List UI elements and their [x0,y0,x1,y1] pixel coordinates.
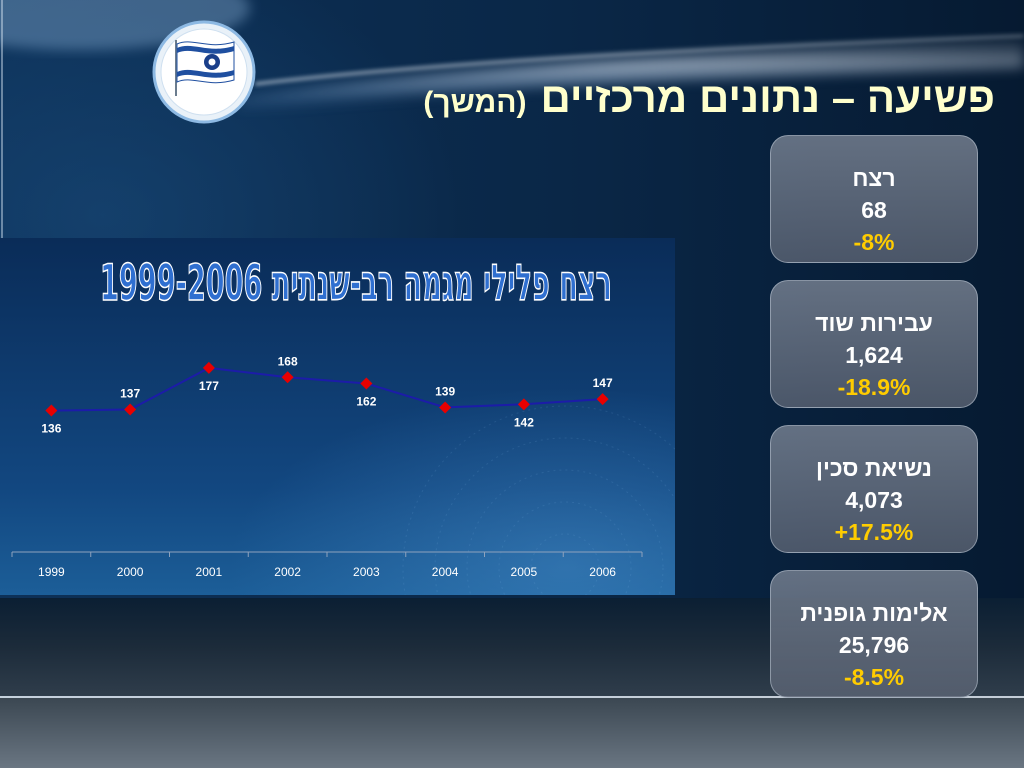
data-label-2003: 162 [356,395,376,409]
stat-box-murder: רצח 68 -8% [770,135,978,263]
x-tick-label-1999: 1999 [38,565,65,579]
bottom-strip [0,698,1024,768]
line-chart: רצח פלילי מגמה רב-שנתית 1999-2006 136 137… [0,238,675,595]
data-point-1999 [45,404,58,417]
stat-box-robbery: עבירות שוד 1,624 -18.9% [770,280,978,408]
stat-label: אלימות גופנית [800,600,948,626]
stat-label: עבירות שוד [815,310,933,336]
stat-change: -8% [853,229,895,255]
x-tick-label-2003: 2003 [353,565,380,579]
x-tick-label-2005: 2005 [511,565,538,579]
data-label-2000: 137 [120,387,140,401]
data-point-2005 [517,398,530,411]
data-label-2004: 139 [435,384,455,398]
data-point-2002 [281,371,294,384]
page-title: פשיעה – נתונים מרכזיים [540,74,995,121]
chart-background-pattern [402,405,675,595]
stat-change: -8.5% [843,664,905,690]
x-tick-label-2006: 2006 [589,565,616,579]
slide-title: פשיעה – נתונים מרכזיים (המשך) [423,70,995,126]
chart-title: רצח פלילי מגמה רב-שנתית 1999-2006 [100,254,612,312]
logo-flag-stripe-top [177,45,234,54]
stat-box-knife-carrying: נשיאת סכין 4,073 +17.5% [770,425,978,553]
x-tick-label-2001: 2001 [196,565,223,579]
stat-label: נשיאת סכין [816,455,932,481]
data-point-2001 [202,361,215,374]
data-label-2001: 177 [199,379,219,393]
data-point-2006 [596,393,609,406]
x-tick-label-2000: 2000 [117,565,144,579]
stat-change: +17.5% [834,519,914,545]
logo-flag-stripe-bottom [177,69,234,78]
data-label-2002: 168 [278,354,298,368]
chart-background-glow [0,238,675,595]
x-tick-label-2004: 2004 [432,565,459,579]
chart-marks: 136 137 177 168 162 139 142 147 1999 2000 2001 2002… [11,354,643,579]
stat-value: 4,073 [845,487,903,513]
data-label-2006: 147 [593,376,613,390]
data-point-2000 [124,403,137,416]
series-line [51,366,603,412]
top-swoosh [240,34,1024,112]
stat-change: -18.9% [837,374,911,400]
data-label-2005: 142 [514,415,534,429]
stat-label: רצח [852,165,896,191]
page-title-suffix: (המשך) [423,86,527,119]
x-tick-label-2002: 2002 [274,565,301,579]
data-label-1999: 136 [41,422,61,436]
stat-box-physical-violence: אלימות גופנית 25,796 -8.5% [770,570,978,698]
stat-value: 1,624 [845,342,903,368]
police-flag-emblem-icon [152,20,256,124]
stat-value: 68 [861,197,887,223]
stat-value: 25,796 [838,632,910,658]
logo-emblem-center [208,58,216,66]
data-point-2004 [439,401,452,414]
data-point-2003 [360,377,373,390]
